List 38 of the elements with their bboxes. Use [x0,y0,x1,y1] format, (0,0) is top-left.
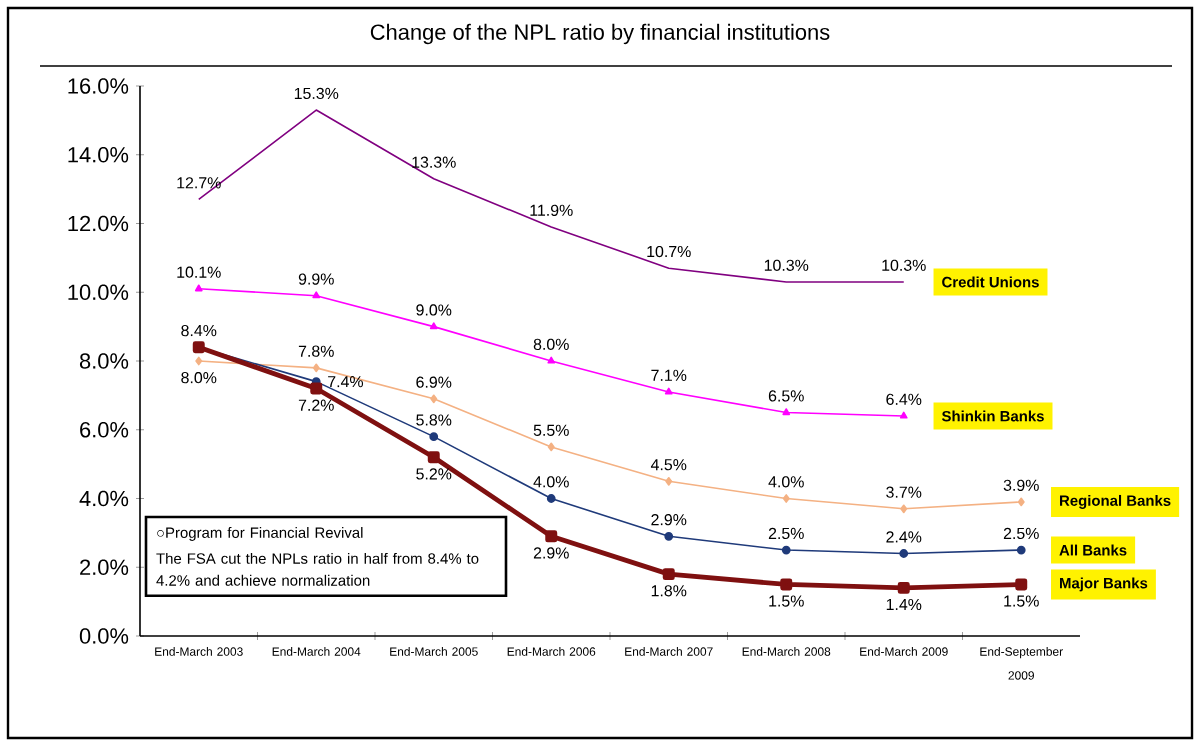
point [429,322,438,330]
point [899,411,908,419]
y-tick-label: 10.0% [68,284,129,301]
point [194,284,203,292]
y-tick-label: 2.0% [80,559,129,576]
point [545,530,558,543]
point [1015,578,1028,591]
point [310,382,323,395]
point [662,568,675,581]
point [782,408,791,416]
y-tick-label: 6.0% [80,422,129,438]
y-tick-label: 8.0% [79,353,129,369]
point [547,356,556,364]
point [781,545,791,555]
point [195,356,203,366]
y-tick-label: 16.0% [68,78,129,94]
point [780,578,793,591]
y-tick-label: 14.0% [68,147,129,163]
point [664,531,674,541]
point [665,476,673,486]
point [427,451,440,464]
y-tick-label: 4.0% [79,490,129,507]
point [782,494,790,503]
y-tick-label: 12.0% [68,215,129,232]
point [897,581,910,594]
chart-title: Change of the NPL ratio by financial institutions [370,23,830,45]
point [546,494,556,503]
point [1017,497,1025,507]
y-tick-label: 0.0% [79,628,129,644]
point [664,387,673,395]
point [430,394,438,404]
point [312,291,321,299]
point [900,504,908,514]
point [312,363,320,373]
point [547,442,555,452]
point [899,549,909,558]
point [1016,545,1026,555]
point [429,432,439,442]
